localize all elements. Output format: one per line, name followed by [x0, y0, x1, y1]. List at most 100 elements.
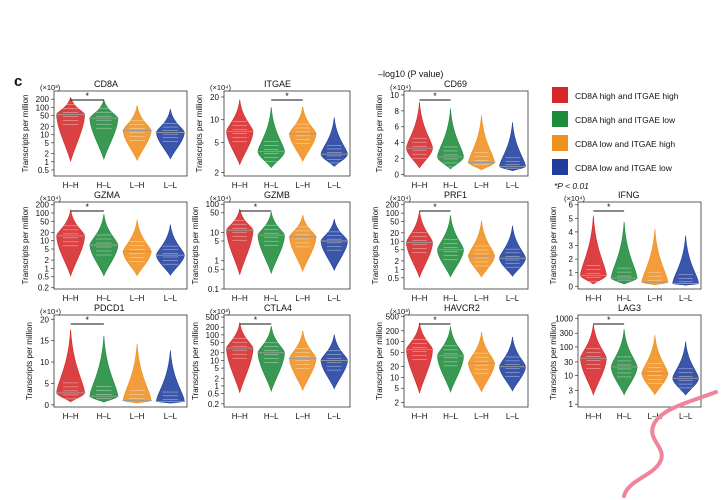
- y-tick-label: 2: [395, 155, 400, 164]
- x-tick-label: L–L: [506, 294, 520, 303]
- violin-l-h: [641, 228, 669, 286]
- y-tick-label: 2: [215, 169, 220, 178]
- violin-h-h: [56, 97, 85, 162]
- x-tick-label: H–H: [232, 412, 248, 421]
- plot-frame-gzma: [53, 201, 188, 290]
- y-axis-label: Transcripts per million: [549, 322, 558, 400]
- x-tick-label: H–H: [411, 412, 427, 421]
- panel-title: HAVCR2: [444, 303, 480, 313]
- top-caption: –log10 (P value): [378, 69, 443, 79]
- y-tick-label: 200: [36, 201, 50, 210]
- x-tick-label: L–L: [164, 412, 178, 421]
- significance-star: *: [254, 202, 258, 212]
- violin-l-l: [499, 122, 526, 172]
- violin-l-l: [156, 350, 185, 404]
- x-tick-label: L–L: [679, 412, 693, 421]
- y-tick-label: 5: [215, 138, 220, 147]
- panel-itgae: 2 5 10 20 ITGAE (×10⁴) Transcripts per million…: [195, 79, 351, 190]
- legend-label-ll: CD8A low and ITGAE low: [575, 163, 673, 173]
- significance-star: *: [285, 91, 289, 101]
- violin-l-h: [641, 335, 669, 396]
- y-tick-label: 1: [395, 265, 400, 274]
- y-axis-label: Transcripts per million: [21, 207, 30, 285]
- violin-h-h: [406, 102, 433, 169]
- y-axis-label: Transcripts per million: [371, 207, 380, 285]
- violin-l-h: [468, 220, 495, 278]
- y-multiplier: (×10³): [390, 307, 411, 316]
- violin-l-l: [320, 218, 348, 272]
- y-tick-label: 0.5: [388, 274, 400, 283]
- y-tick-label: 10: [390, 91, 399, 100]
- legend-swatch-lh: [552, 135, 568, 151]
- violin-h-h: [226, 208, 254, 275]
- panel-cd69: 0 2 4 6 8 10 CD69 (×10⁴) Transcripts per million…: [375, 79, 529, 190]
- panel-title: CD69: [444, 79, 467, 89]
- significance-star: *: [433, 91, 437, 101]
- violin-h-l: [437, 215, 464, 278]
- y-axis-label: Transcripts per million: [375, 322, 384, 400]
- y-tick-label: 100: [560, 343, 574, 352]
- x-tick-label: L–H: [648, 412, 663, 421]
- y-tick-label: 200: [36, 95, 50, 104]
- y-multiplier: (×10³): [40, 83, 61, 92]
- x-tick-label: H–H: [411, 294, 427, 303]
- y-tick-label: 3: [569, 242, 574, 251]
- y-tick-label: 10: [564, 372, 573, 381]
- violin-h-l: [257, 107, 285, 169]
- y-axis-label: Transcripts per million: [25, 322, 34, 400]
- y-multiplier: (×10⁴): [390, 83, 411, 92]
- y-tick-label: 200: [386, 327, 400, 336]
- x-tick-label: L–H: [130, 294, 145, 303]
- y-tick-label: 1: [215, 257, 220, 266]
- y-tick-label: 20: [210, 349, 219, 358]
- plot-frame-cd69: [403, 90, 529, 177]
- y-tick-label: 15: [40, 337, 49, 346]
- y-multiplier: (×10⁴): [40, 307, 61, 316]
- x-tick-label: H–L: [97, 181, 112, 190]
- violin-h-h: [56, 209, 85, 278]
- y-tick-label: 10: [210, 228, 219, 237]
- plot-frame-cd8a: [53, 90, 188, 177]
- legend-swatch-hh: [552, 87, 568, 103]
- y-tick-label: 300: [560, 329, 574, 338]
- panel-title: ITGAE: [264, 79, 291, 89]
- x-tick-label: L–H: [474, 181, 489, 190]
- y-multiplier: (×10⁴): [210, 194, 231, 203]
- x-tick-label: H–L: [443, 412, 458, 421]
- y-multiplier: (×10³): [210, 307, 231, 316]
- x-tick-label: L–L: [164, 294, 178, 303]
- y-tick-label: 20: [40, 122, 49, 131]
- legend-label-hh: CD8A high and ITGAE high: [575, 91, 679, 101]
- y-tick-label: 5: [215, 364, 220, 373]
- x-tick-label: H–H: [411, 181, 427, 190]
- x-tick-label: H–L: [617, 294, 632, 303]
- y-tick-label: 30: [564, 358, 573, 367]
- significance-star: *: [607, 315, 611, 325]
- y-tick-label: 6: [395, 123, 400, 132]
- panel-label: c: [14, 73, 22, 90]
- y-tick-label: 1: [45, 158, 50, 167]
- panel-pdcd1: 0 5 10 15 20 PDCD1 (×10⁴) Transcripts per milli…: [25, 303, 188, 421]
- significance-star: *: [433, 315, 437, 325]
- y-tick-label: 50: [390, 218, 399, 227]
- x-tick-label: L–H: [295, 181, 310, 190]
- y-tick-label: 10: [210, 356, 219, 365]
- violin-l-l: [499, 336, 526, 392]
- violin-h-l: [89, 99, 119, 161]
- y-tick-label: 3: [569, 387, 574, 396]
- y-tick-label: 0.2: [38, 284, 50, 293]
- violin-h-h: [406, 322, 433, 394]
- x-tick-label: L–H: [295, 294, 310, 303]
- y-axis-label: Transcripts per million: [375, 95, 384, 173]
- y-tick-label: 2: [215, 374, 220, 383]
- panel-title: IFNG: [618, 190, 640, 200]
- panel-title: PDCD1: [94, 303, 125, 313]
- violin-h-l: [257, 211, 285, 275]
- violin-l-h: [468, 115, 495, 171]
- x-tick-label: L–L: [328, 412, 342, 421]
- y-tick-label: 4: [569, 228, 574, 237]
- y-tick-label: 200: [386, 201, 400, 210]
